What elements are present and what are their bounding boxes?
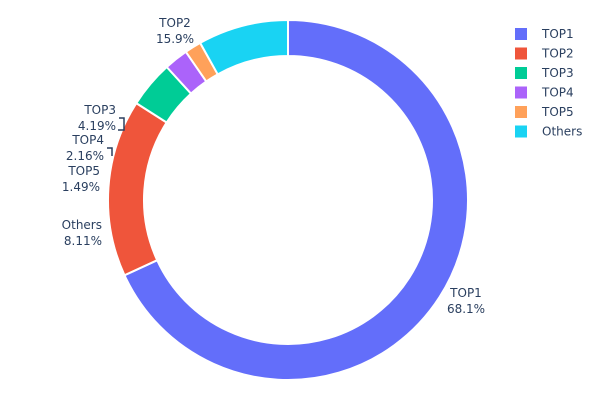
slice-others[interactable]: [198, 18, 289, 76]
slice-label-category: TOP3: [83, 103, 116, 117]
slice-label-percent: 8.11%: [64, 234, 102, 248]
legend-label: TOP5: [541, 105, 574, 119]
slice-label-category: TOP5: [67, 164, 100, 178]
slice-labels: TOP1 68.1% TOP2 15.9% TOP3 4.19%TOP4 2.16%TOP5…: [62, 16, 485, 316]
connector-top4: [107, 147, 113, 156]
slice-top2[interactable]: [107, 101, 169, 277]
slice-label-top5: TOP5 1.49%: [62, 164, 100, 194]
legend-swatch: [515, 86, 527, 99]
slice-label-top1: TOP1 68.1%: [447, 286, 485, 316]
slice-label-percent: 15.9%: [156, 32, 194, 46]
legend-label: TOP1: [541, 27, 574, 41]
slice-label-top3: TOP3 4.19%: [78, 103, 116, 133]
legend-label: Others: [542, 125, 582, 139]
slice-label-top2: TOP2 15.9%: [156, 16, 194, 46]
label-connectors: [107, 117, 125, 156]
legend-item-top4[interactable]: TOP4: [515, 86, 574, 100]
slice-label-category: TOP1: [449, 286, 482, 300]
legend-item-top5[interactable]: TOP5: [515, 105, 574, 119]
slice-label-category: TOP2: [158, 16, 191, 30]
legend-label: TOP3: [541, 66, 574, 80]
legend-swatch: [515, 67, 527, 79]
legend-item-others[interactable]: Others: [515, 125, 582, 139]
slice-label-percent: 1.49%: [62, 180, 100, 194]
donut-slices: [107, 18, 469, 381]
slice-label-top4: TOP4 2.16%: [66, 133, 104, 163]
legend-item-top3[interactable]: TOP3: [515, 66, 574, 80]
legend: TOP1 TOP2 TOP3 TOP4 TOP5 Others: [515, 27, 582, 139]
slice-top1[interactable]: [123, 18, 469, 381]
slice-label-others: Others 8.11%: [62, 218, 102, 248]
slice-label-category: TOP4: [71, 133, 104, 147]
legend-item-top2[interactable]: TOP2: [515, 47, 574, 61]
legend-swatch: [515, 106, 527, 118]
connector-top3: [118, 117, 125, 131]
slice-label-category: Others: [62, 218, 102, 232]
legend-item-top1[interactable]: TOP1: [515, 27, 574, 41]
slice-label-percent: 68.1%: [447, 302, 485, 316]
slice-label-percent: 2.16%: [66, 149, 104, 163]
legend-swatch: [515, 28, 527, 40]
slice-label-percent: 4.19%: [78, 119, 116, 133]
legend-swatch: [515, 47, 527, 60]
legend-label: TOP2: [541, 47, 574, 61]
legend-swatch: [515, 125, 527, 138]
legend-label: TOP4: [541, 86, 574, 100]
